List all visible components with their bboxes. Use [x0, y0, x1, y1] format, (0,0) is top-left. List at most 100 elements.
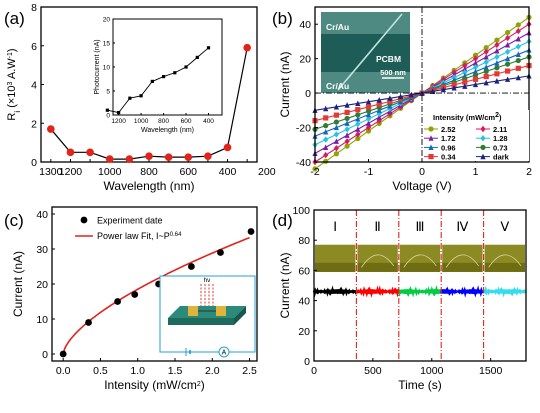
data-point [472, 72, 479, 78]
x-tick-label: 1500 [479, 365, 503, 377]
data-point [387, 95, 393, 101]
data-point [483, 79, 489, 86]
y-tick-label: 20 [299, 54, 311, 66]
inset-data-point [206, 46, 211, 50]
data-point [333, 131, 339, 138]
photo-bent-wire [488, 254, 522, 268]
x-tick-label: 1.0 [130, 365, 145, 377]
x-tick-label: 0.0 [56, 365, 71, 377]
legend-swatch-marker [428, 154, 434, 160]
data-point [365, 108, 372, 114]
data-point [483, 48, 489, 55]
legend-swatch-marker [480, 144, 486, 150]
inset-y-tick-label: 5 [106, 89, 110, 96]
x-tick-label: 200 [258, 166, 276, 178]
inset-a: 1200 1000 800 600 400 0 5 10 15 20 Wavelength (nm)… [94, 17, 223, 134]
data-point [323, 136, 329, 143]
data-point [398, 93, 404, 100]
x-axis-label: Time (s) [398, 378, 442, 392]
data-point [472, 55, 479, 62]
x-tick-label: 2.5 [242, 365, 257, 377]
data-point [365, 124, 372, 131]
sem-electrode-top [321, 12, 410, 34]
y-tick-label: 40 [299, 19, 311, 31]
data-point [472, 76, 479, 82]
data-point [365, 98, 372, 105]
legend-label: 0.96 [441, 143, 456, 152]
y-tick-label: 6 [31, 41, 37, 53]
y-axis-label-part: 3 [7, 81, 14, 85]
legend-label: 0.73 [493, 143, 508, 152]
data-point [505, 34, 511, 42]
data-point [223, 143, 232, 152]
data-point [164, 153, 173, 161]
photo-strip-shade [399, 262, 441, 272]
data-point [323, 115, 329, 121]
data-point [333, 145, 339, 152]
legend-swatch-marker [480, 153, 486, 160]
data-point [333, 119, 339, 125]
data-point [365, 120, 372, 126]
data-point [494, 59, 500, 66]
series-segment [312, 285, 358, 298]
legend-background [423, 110, 529, 161]
y-tick-label: 60 [298, 265, 310, 277]
photo-strip-shade [442, 262, 483, 272]
inset-x-tick-label: 1000 [134, 118, 149, 125]
data-point [355, 126, 361, 132]
legend-label: 1.28 [493, 134, 508, 143]
x-tick-label: 1300 [39, 166, 63, 178]
y-tick-label: -40 [296, 157, 311, 169]
data-point [483, 53, 489, 60]
data-point [376, 110, 382, 117]
y-tick-label: 20 [36, 279, 48, 291]
inset-sem-image: Cr/Au Cr/Au PCBM 500 nm [321, 12, 410, 93]
data-point [451, 84, 457, 91]
panel-label-b: (b) [272, 9, 293, 28]
legend-label: 0.34 [441, 153, 456, 162]
sem-nanowire [337, 13, 403, 91]
y-tick-label: 30 [36, 244, 48, 256]
x-tick-label: -2 [310, 166, 319, 178]
legend-label: 2.11 [493, 125, 507, 134]
data-point [462, 79, 468, 85]
data-point [355, 131, 361, 138]
inset-y-tick-label: 10 [103, 65, 111, 72]
x-axis-label-part: 2 [197, 381, 201, 388]
y-axis-label-part: A.W [6, 58, 18, 82]
legend-marker [80, 216, 88, 224]
legend-label-fit-part: 0.64 [170, 232, 182, 238]
photo-bent-wire [445, 254, 479, 268]
data-point [505, 68, 511, 74]
data-point [355, 115, 361, 122]
data-point [494, 78, 500, 84]
data-point [462, 83, 468, 89]
data-point [47, 125, 55, 133]
inset-y-tick-label: 0 [106, 113, 110, 120]
data-point [323, 128, 329, 135]
data-point [515, 74, 521, 81]
panel-label-d: (d) [272, 211, 293, 230]
data-point [515, 22, 521, 28]
data-point [408, 91, 414, 98]
inset-data-point [195, 55, 199, 59]
data-point [472, 64, 479, 71]
ammeter [218, 346, 230, 358]
y-axis-label: Current (nA) [278, 51, 292, 117]
data-point [494, 65, 500, 71]
sem-label-bottom: Cr/Au [326, 81, 349, 91]
data-point [515, 65, 521, 71]
data-point [217, 249, 224, 256]
x-axis-label-part: Intensity (mW/cm [104, 378, 197, 392]
inset-data-point [161, 75, 166, 79]
x-axis-label: Intensity (mW/cm2) [104, 378, 205, 392]
sem-label-top: Cr/Au [326, 22, 349, 32]
x-tick-label: 0 [311, 365, 317, 377]
x-tick-label: 800 [140, 166, 158, 178]
data-point [86, 148, 94, 157]
y-tick-label: -20 [296, 123, 311, 135]
data-point [355, 135, 361, 142]
segment-label: Ⅱ [374, 219, 380, 234]
data-point [344, 109, 350, 115]
